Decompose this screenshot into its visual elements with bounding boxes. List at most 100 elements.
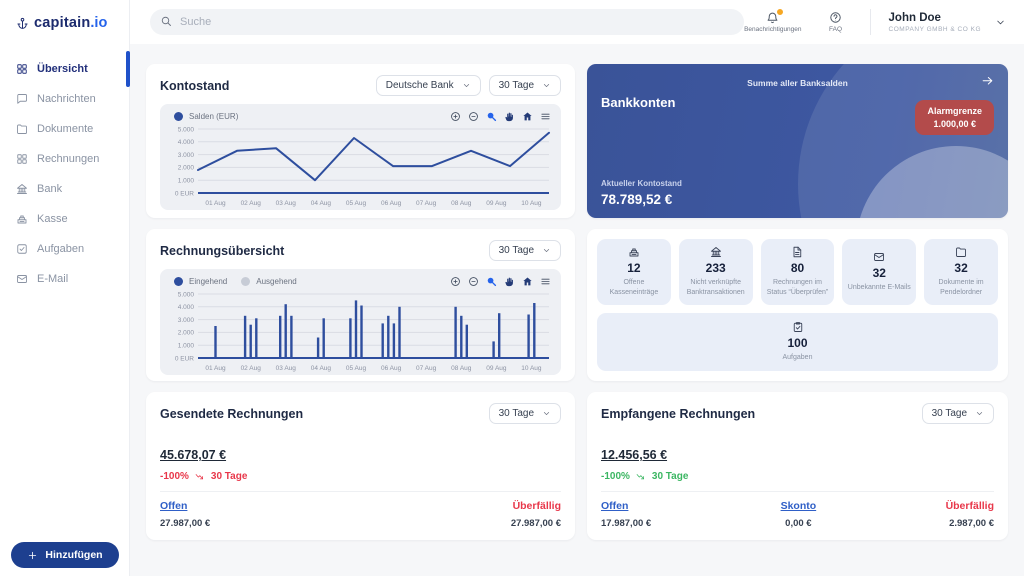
offen-link[interactable]: Offen <box>160 500 210 512</box>
ueberfaellig-link[interactable]: Überfällig <box>511 500 561 512</box>
svg-text:05 Aug: 05 Aug <box>346 200 367 207</box>
search-input[interactable] <box>150 9 744 35</box>
stat-tile-3[interactable]: 32Unbekannte E-Mails <box>842 239 916 305</box>
sidebar-item-dokumente[interactable]: Dokumente <box>0 114 129 144</box>
sidebar-item-uebersicht[interactable]: Übersicht <box>0 54 129 84</box>
kontostand-chart[interactable]: 5.0004.0003.0002.0001.0000 EUR01 Aug02 A… <box>168 124 553 208</box>
bank-icon <box>710 246 722 258</box>
zoom-in-icon[interactable] <box>450 111 461 122</box>
user-menu[interactable]: John Doe COMPANY GMBH & CO KG <box>885 12 1006 33</box>
bankkonten-title: Bankkonten <box>601 95 675 110</box>
user-name: John Doe <box>889 12 981 24</box>
menu-icon[interactable] <box>540 276 551 287</box>
stat-tile-2[interactable]: 80Rechnungen im Status “Überprüfen” <box>761 239 835 305</box>
sidebar-item-rechnungen[interactable]: Rechnungen <box>0 144 129 174</box>
zoom-in-icon[interactable] <box>450 276 461 287</box>
ueberfaellig-value: 2.987,00 € <box>946 518 994 529</box>
balance-label: Aktueller Kontostand <box>601 179 682 188</box>
sidebar-item-kasse[interactable]: Kasse <box>0 204 129 234</box>
magnifier-icon[interactable] <box>486 111 497 122</box>
add-button-label: Hinzufügen <box>45 549 102 561</box>
user-company: COMPANY GMBH & CO KG <box>889 26 981 33</box>
menu-icon[interactable] <box>540 111 551 122</box>
ueberfaellig-link[interactable]: Überfällig <box>946 500 994 512</box>
skonto-link[interactable]: Skonto <box>781 500 817 512</box>
check-square-icon <box>16 243 28 255</box>
range-select-value: 30 Tage <box>932 408 967 419</box>
legend-dot <box>174 277 183 286</box>
sidebar-item-nachrichten[interactable]: Nachrichten <box>0 84 129 114</box>
kontostand-title: Kontostand <box>160 79 229 93</box>
svg-text:02 Aug: 02 Aug <box>241 200 262 207</box>
empfangene-footer: Offen17.987,00 €Skonto0,00 €Überfällig2.… <box>601 492 994 529</box>
arrow-right-icon[interactable] <box>981 74 994 87</box>
offen-value: 27.987,00 € <box>160 518 210 529</box>
gesendete-footer: Offen 27.987,00 € Überfällig 27.987,00 € <box>160 492 561 529</box>
svg-text:09 Aug: 09 Aug <box>486 365 507 372</box>
home-reset-icon[interactable] <box>522 276 533 287</box>
faq-label: FAQ <box>829 26 842 33</box>
legend-dot <box>241 277 250 286</box>
grid-icon <box>16 153 28 165</box>
chevron-down-icon <box>995 17 1006 28</box>
home-reset-icon[interactable] <box>522 111 533 122</box>
kontostand-chart-panel: Salden (EUR) 5.0004.0003.0002.0001.0000 … <box>160 104 561 210</box>
stat-tile-aufgaben[interactable]: 100Aufgaben <box>597 313 998 371</box>
svg-text:09 Aug: 09 Aug <box>486 200 507 207</box>
svg-text:4.000: 4.000 <box>178 139 195 146</box>
pan-hand-icon[interactable] <box>504 276 515 287</box>
search-icon <box>160 15 172 27</box>
rechnungsuebersicht-title: Rechnungsübersicht <box>160 244 284 258</box>
pan-hand-icon[interactable] <box>504 111 515 122</box>
notifications-button[interactable]: Benachrichtigungen <box>744 11 801 33</box>
sidebar-item-aufgaben[interactable]: Aufgaben <box>0 234 129 264</box>
range-select-value: 30 Tage <box>499 408 534 419</box>
empfangene-range-select[interactable]: 30 Tage <box>922 403 994 424</box>
sidebar-item-email[interactable]: E-Mail <box>0 264 129 294</box>
mail-icon <box>16 273 28 285</box>
empfangene-total: 12.456,56 € <box>601 448 994 462</box>
legend-eingehend[interactable]: Eingehend <box>174 277 227 286</box>
sidebar: capitain.io ÜbersichtNachrichtenDokument… <box>0 0 130 576</box>
stat-tile-1[interactable]: 233Nicht verknüpfte Banktransaktionen <box>679 239 753 305</box>
magnifier-icon[interactable] <box>486 276 497 287</box>
brand-logo[interactable]: capitain.io <box>0 0 129 48</box>
chart-toolbar <box>450 276 551 287</box>
zoom-out-icon[interactable] <box>468 111 479 122</box>
faq-button[interactable]: FAQ <box>816 11 856 33</box>
svg-text:01 Aug: 01 Aug <box>205 200 226 207</box>
notification-badge <box>776 8 784 16</box>
offen-link[interactable]: Offen <box>601 500 651 512</box>
svg-text:0 EUR: 0 EUR <box>175 355 194 362</box>
stat-tile-0[interactable]: 12Offene Kasseneinträge <box>597 239 671 305</box>
svg-text:03 Aug: 03 Aug <box>276 365 297 372</box>
gesendete-trend: -100% 30 Tage <box>160 471 561 482</box>
question-circle-icon <box>829 11 842 24</box>
anchor-brand-icon <box>16 17 29 30</box>
bankkonten-card[interactable]: Summe aller Banksalden Bankkonten Alarmg… <box>587 64 1008 218</box>
folder-icon <box>16 123 28 135</box>
register-icon <box>16 213 28 225</box>
bank-select[interactable]: Deutsche Bank <box>376 75 481 96</box>
kontostand-range-select[interactable]: 30 Tage <box>489 75 561 96</box>
svg-text:1.000: 1.000 <box>178 343 195 350</box>
gesendete-range-select[interactable]: 30 Tage <box>489 403 561 424</box>
rechnungsuebersicht-chart-panel: Eingehend Ausgehend 5.0004.0003.0002.000… <box>160 269 561 375</box>
legend-ausgehend[interactable]: Ausgehend <box>241 277 296 286</box>
alarm-value: 1.000,00 € <box>927 119 982 129</box>
stat-tile-4[interactable]: 32Dokumente im Pendelordner <box>924 239 998 305</box>
main-content: Kontostand Deutsche Bank 30 Tage Salden … <box>130 44 1024 576</box>
topbar-actions: Benachrichtigungen FAQ John Doe COMPANY … <box>744 9 1006 35</box>
zoom-out-icon[interactable] <box>468 276 479 287</box>
trend-down-icon <box>195 472 205 482</box>
gesendete-rechnungen-card: Gesendete Rechnungen 30 Tage 45.678,07 €… <box>146 392 575 540</box>
rechnungsuebersicht-chart[interactable]: 5.0004.0003.0002.0001.0000 EUR01 Aug02 A… <box>168 289 553 373</box>
gesendete-title: Gesendete Rechnungen <box>160 407 303 421</box>
app-root: capitain.io ÜbersichtNachrichtenDokument… <box>0 0 1024 576</box>
sidebar-item-bank[interactable]: Bank <box>0 174 129 204</box>
add-button[interactable]: Hinzufügen <box>11 542 119 568</box>
ueberfaellig-value: 27.987,00 € <box>511 518 561 529</box>
rechnungsuebersicht-range-select[interactable]: 30 Tage <box>489 240 561 261</box>
metric-col-ueberfaellig: Überfällig 2.987,00 € <box>946 500 994 529</box>
legend-salden[interactable]: Salden (EUR) <box>174 112 238 121</box>
